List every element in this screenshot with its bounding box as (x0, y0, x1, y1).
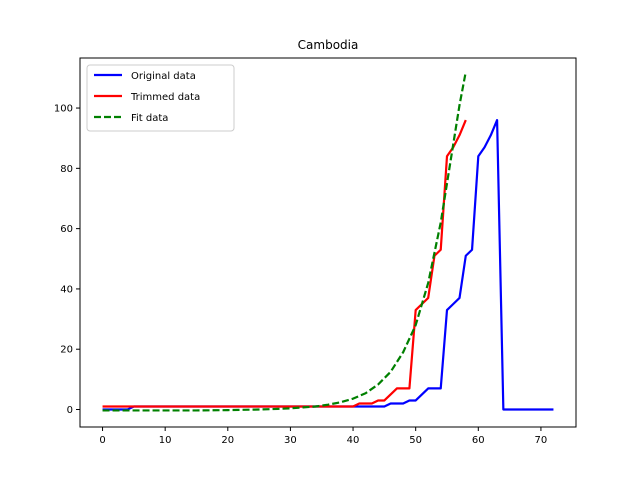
x-tick-label: 20 (221, 435, 234, 446)
series-line-3 (102, 71, 467, 412)
series-line-2 (102, 119, 467, 408)
x-tick-label: 70 (535, 435, 548, 446)
y-tick-label: 100 (54, 104, 73, 115)
y-tick-label: 80 (60, 164, 73, 175)
legend-label-1: Original data (131, 71, 196, 82)
legend-label-3: Fit data (131, 113, 168, 124)
series-line-1 (102, 118, 554, 411)
legend-label-2: Trimmed data (130, 92, 200, 103)
x-tick-label: 60 (472, 435, 485, 446)
legend-box (86, 64, 235, 132)
chart-title: Cambodia (298, 38, 359, 52)
x-tick-label: 50 (409, 435, 422, 446)
y-tick-label: 60 (60, 224, 73, 235)
x-tick-label: 30 (284, 435, 297, 446)
y-tick-label: 20 (60, 345, 73, 356)
y-tick-label: 0 (67, 405, 73, 416)
x-tick-label: 0 (99, 435, 105, 446)
x-tick-label: 10 (159, 435, 172, 446)
x-tick-label: 40 (347, 435, 360, 446)
axes-frame (79, 57, 577, 428)
y-tick-label: 40 (60, 284, 73, 295)
